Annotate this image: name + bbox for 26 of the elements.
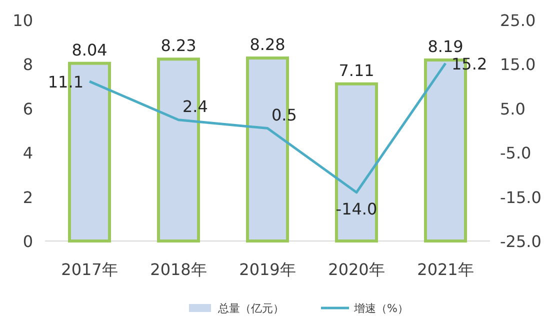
x-tick-label: 2020年 xyxy=(328,260,385,279)
x-tick-label: 2019年 xyxy=(239,260,296,279)
y-tick-label: 8 xyxy=(22,55,33,74)
data-label: 8.28 xyxy=(250,35,286,54)
x-tick-label: 2017年 xyxy=(61,260,118,279)
x-tick-label: 2021年 xyxy=(417,260,474,279)
y2-tick-label: -15.0 xyxy=(500,188,542,207)
data-label: 8.04 xyxy=(72,40,108,60)
y2-tick-label: 25.0 xyxy=(500,11,536,30)
y2-tick-label: 5.0 xyxy=(500,99,526,118)
data-label: 8.19 xyxy=(428,37,464,56)
line-series xyxy=(88,62,447,194)
y-tick-label: 6 xyxy=(22,99,33,118)
legend-label: 增速（%） xyxy=(353,302,408,315)
legend-label: 总量（亿元） xyxy=(217,302,284,315)
y-tick-label: 0 xyxy=(22,232,33,251)
y-tick-label: 2 xyxy=(22,188,33,207)
x-tick-label: 2018年 xyxy=(150,260,207,279)
data-label: 8.23 xyxy=(160,36,196,56)
bar xyxy=(335,82,378,242)
data-label: 7.11 xyxy=(338,60,374,80)
y2-tick-label: -25.0 xyxy=(500,232,542,251)
y2-tick-label: 15.0 xyxy=(500,55,536,74)
y2-tick-label: -5.0 xyxy=(500,144,532,163)
y-tick-label: 4 xyxy=(22,144,33,163)
y-tick-label: 10 xyxy=(12,11,33,30)
